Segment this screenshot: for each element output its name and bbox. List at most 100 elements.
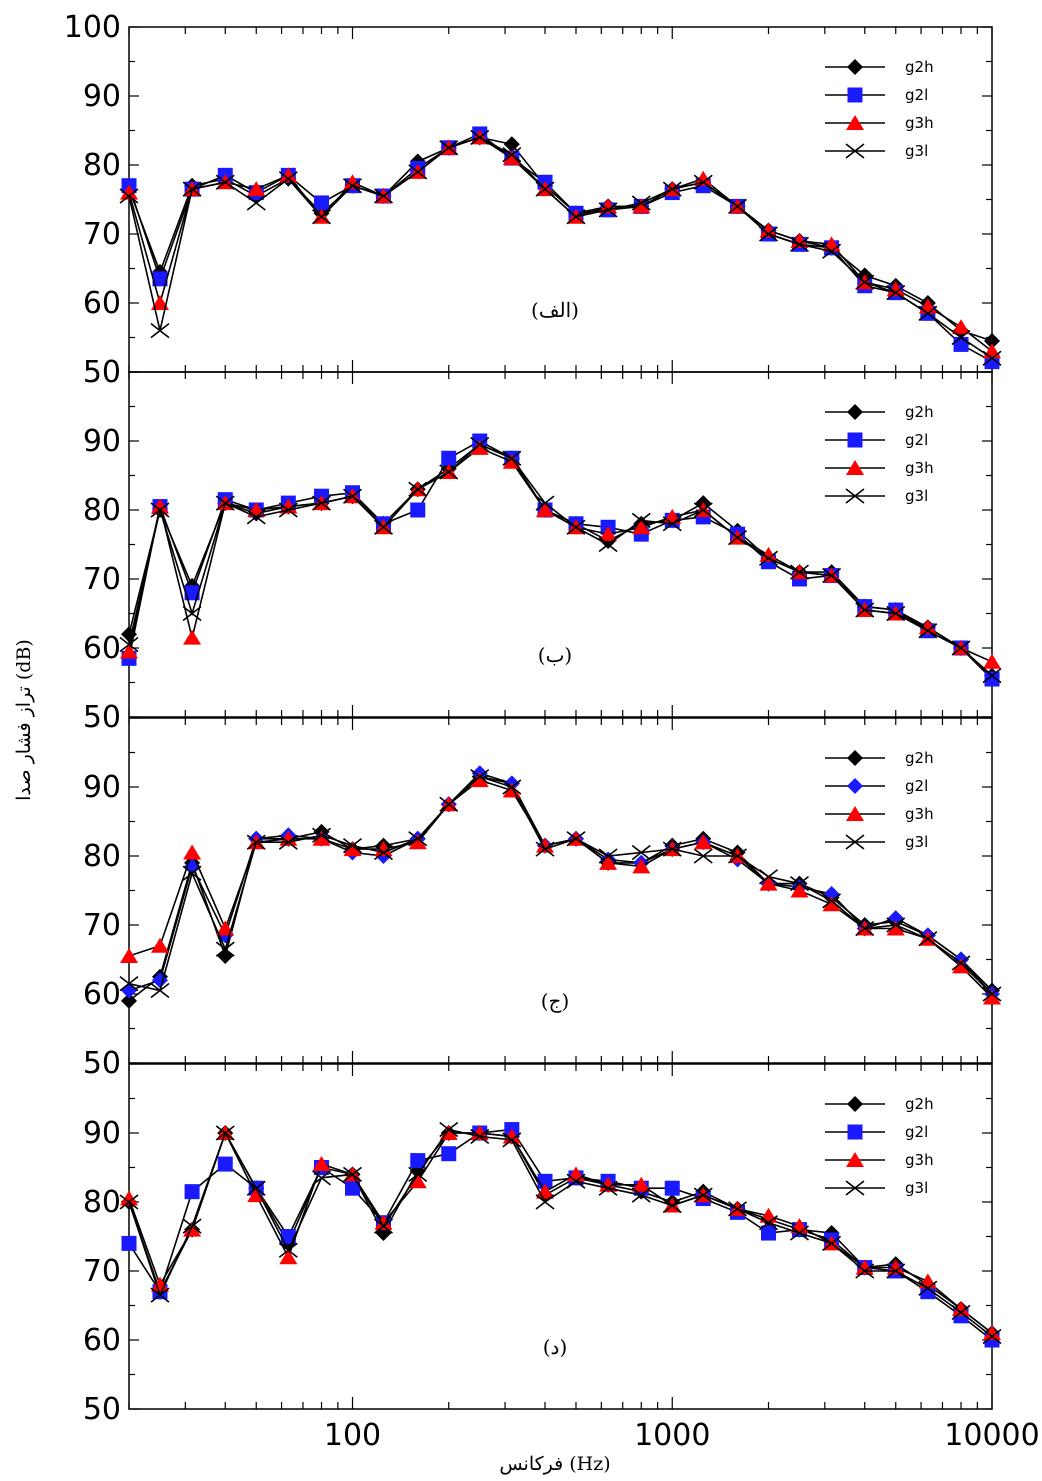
data-point-g3l (918, 305, 938, 321)
data-point-g3l (662, 841, 682, 857)
data-point-g3l (886, 1263, 906, 1279)
data-point-g3l (278, 502, 298, 518)
legend-marker-g2l (847, 778, 863, 794)
data-point-g3l (728, 198, 748, 215)
data-point-g3l (982, 1328, 1002, 1345)
panel-label: (د) (543, 1335, 568, 1359)
series-g3l (119, 1121, 1002, 1345)
data-point-g3l (693, 502, 713, 518)
legend-label: g2h (905, 403, 934, 421)
data-point-g3l (662, 181, 682, 197)
data-point-g3l (918, 623, 938, 639)
y-tick-label: 70 (83, 562, 121, 597)
series-line-g2l (128, 132, 993, 363)
data-point-g2l (121, 1235, 137, 1251)
legend-marker-g2l (847, 432, 863, 448)
data-point-g3l (693, 1187, 713, 1203)
data-point-g3l (439, 796, 459, 812)
data-point-g3l (631, 512, 651, 528)
data-point-g3h (150, 937, 169, 953)
data-point-g3l (439, 140, 459, 156)
legend: g2h g2l g3h g3l (825, 58, 934, 160)
data-point-g3l (470, 436, 490, 453)
data-point-g3h (536, 502, 555, 517)
x-tick-label: 100 (324, 1418, 381, 1453)
series-g2h (121, 768, 1000, 1009)
data-point-g2l (984, 671, 1000, 687)
data-point-g3l (182, 605, 202, 622)
data-point-g2l (217, 1156, 233, 1172)
data-point-g3h (312, 1156, 331, 1172)
y-tick-label: 90 (83, 770, 121, 805)
data-point-g3h (374, 1214, 393, 1230)
series-g3h (120, 439, 1001, 669)
y-tick-label: 90 (83, 79, 121, 114)
legend-label: g2l (905, 86, 928, 104)
y-tick-label: 80 (83, 493, 121, 528)
data-point-g3l (408, 831, 428, 847)
data-point-g3h (120, 1190, 138, 1206)
data-point-g3l (343, 488, 362, 504)
data-point-g2l (184, 585, 200, 601)
data-point-g3l (951, 955, 971, 971)
data-point-g3h (759, 222, 778, 238)
data-point-g3l (598, 1180, 618, 1196)
data-point-g3l (150, 1287, 170, 1303)
data-point-g3l (759, 226, 778, 242)
data-point-g3h (886, 281, 905, 297)
data-point-g3h (983, 1325, 1001, 1341)
data-point-g3l (759, 869, 778, 885)
data-point-g3l (789, 1225, 809, 1241)
legend-label: g3h (905, 459, 934, 477)
data-point-g3h (694, 834, 713, 850)
panel-label: (ب) (538, 643, 572, 667)
y-tick-label: 60 (83, 286, 121, 321)
legend-label: g2l (905, 1123, 928, 1141)
data-point-g3l (951, 640, 971, 656)
data-point-g2l (410, 502, 426, 518)
series-line-g2l (128, 772, 993, 995)
data-point-g3l (408, 1166, 428, 1183)
series-line-g3l (128, 775, 993, 995)
series-line-g2h (128, 1131, 993, 1334)
data-point-g3l (982, 350, 1002, 366)
data-point-g3l (693, 848, 713, 864)
legend-marker-g2h (847, 1096, 863, 1112)
legend-marker-g2h (847, 59, 863, 75)
data-point-g2l (761, 1225, 777, 1241)
data-point-g3h (759, 875, 778, 891)
series-g2l (121, 765, 1000, 1002)
data-point-g3h (632, 858, 651, 874)
data-point-g2l (953, 336, 969, 352)
legend: g2h g2l g3h g3l (825, 403, 934, 505)
data-point-g2l (410, 1153, 426, 1169)
data-point-g3l (789, 236, 809, 252)
data-point-g3l (502, 147, 522, 163)
legend-marker-g3l (845, 834, 865, 850)
data-point-g3h (952, 319, 971, 335)
data-point-g3l (278, 834, 298, 850)
data-point-g3l (278, 1242, 298, 1258)
data-point-g3l (631, 844, 651, 861)
data-point-g3l (535, 1194, 555, 1210)
data-point-g3h (120, 643, 138, 659)
data-point-g3h (150, 1276, 169, 1292)
data-point-g3l (855, 602, 875, 618)
data-point-g3l (150, 502, 170, 518)
data-point-g3l (918, 1280, 938, 1296)
data-point-g3l (789, 875, 809, 892)
data-point-g2h (121, 992, 137, 1009)
data-point-g3l (886, 285, 906, 301)
series-line-g2h (128, 775, 993, 1002)
data-point-g3l (855, 920, 875, 937)
legend-marker-g3l (845, 1180, 865, 1196)
legend-label: g3h (905, 114, 934, 132)
data-point-g3l (470, 769, 490, 785)
data-point-g3l (822, 243, 842, 259)
data-point-g2l (314, 195, 330, 211)
series-line-g3h (128, 779, 993, 999)
data-point-g3h (983, 989, 1001, 1005)
series-g2l (121, 126, 1000, 370)
data-point-g3l (215, 174, 235, 190)
x-axis-title: فرکانس (Hz) (499, 1453, 610, 1475)
